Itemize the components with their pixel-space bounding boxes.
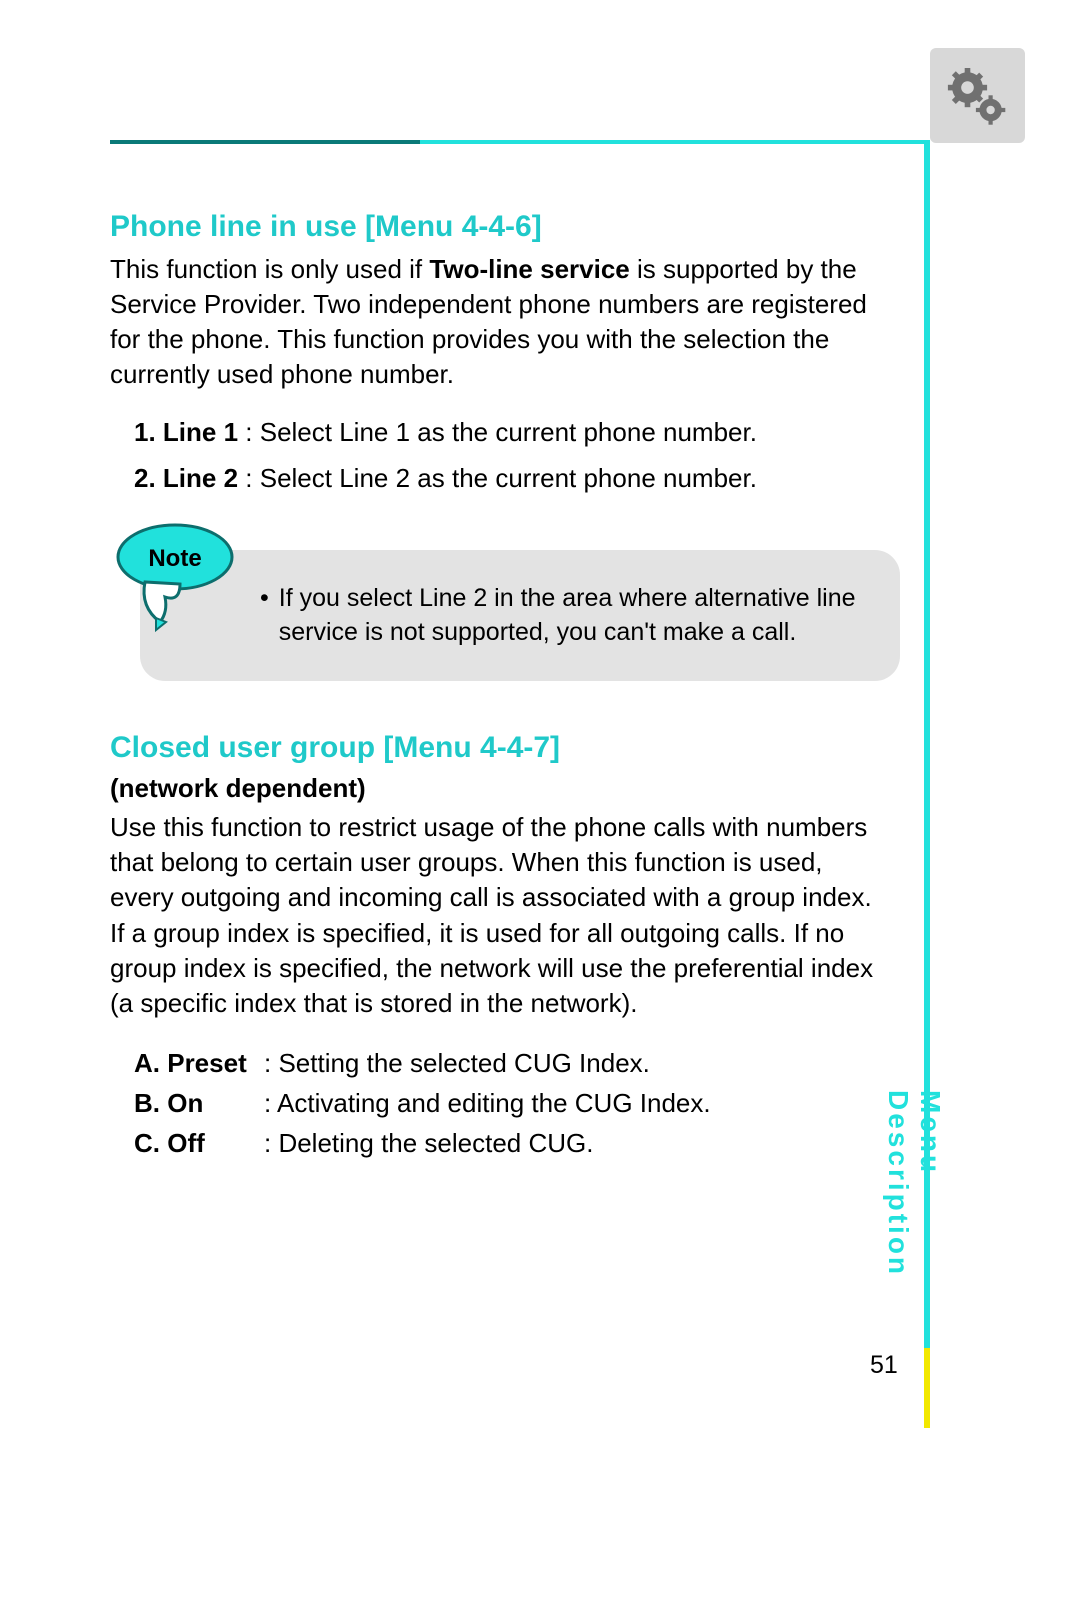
section2-option-a: A. Preset : Setting the selected CUG Ind… <box>110 1043 890 1083</box>
side-label-text: Menu Description <box>882 1090 946 1277</box>
section2-paragraph: Use this function to restrict usage of t… <box>110 810 890 1021</box>
section1-item-2-desc: : Select Line 2 as the current phone num… <box>238 463 757 493</box>
option-b-desc: : Activating and editing the CUG Index. <box>264 1083 711 1123</box>
section1-item-1: 1. Line 1 : Select Line 1 as the current… <box>110 414 890 452</box>
side-bar-yellow <box>924 1348 930 1428</box>
option-b-label: B. On <box>134 1083 264 1123</box>
content-area: Phone line in use [Menu 4-4-6] This func… <box>110 210 890 1164</box>
section1-heading: Phone line in use [Menu 4-4-6] <box>110 210 890 244</box>
section2-subheading: (network dependent) <box>110 773 890 804</box>
section1-item-2-label: Line 2 <box>163 463 238 493</box>
section1-paragraph: This function is only used if Two-line s… <box>110 252 890 392</box>
section2-option-c: C. Off : Deleting the selected CUG. <box>110 1123 890 1163</box>
note-bullet: • <box>260 582 269 650</box>
option-c-desc: : Deleting the selected CUG. <box>264 1123 594 1163</box>
section1-item-1-num: 1. <box>134 417 156 447</box>
section1-para-pre: This function is only used if <box>110 254 429 284</box>
note-callout: Note • If you select Line 2 in the area … <box>110 550 890 682</box>
note-bubble-icon: Note <box>110 522 250 637</box>
section1-para-bold: Two-line service <box>429 254 629 284</box>
section1-item-2-num: 2. <box>134 463 156 493</box>
note-text: If you select Line 2 in the area where a… <box>279 582 870 650</box>
section1-item-1-label: Line 1 <box>163 417 238 447</box>
gears-icon-box <box>930 48 1025 143</box>
header-rule-dark <box>110 140 420 144</box>
option-c-label: C. Off <box>134 1123 264 1163</box>
header-rule-light <box>420 140 930 144</box>
section1-item-2: 2. Line 2 : Select Line 2 as the current… <box>110 460 890 498</box>
option-a-label: A. Preset <box>134 1043 264 1083</box>
note-box: • If you select Line 2 in the area where… <box>140 550 900 682</box>
note-label: Note <box>148 545 201 572</box>
option-a-desc: : Setting the selected CUG Index. <box>264 1043 650 1083</box>
section2-option-b: B. On : Activating and editing the CUG I… <box>110 1083 890 1123</box>
section1-item-1-desc: : Select Line 1 as the current phone num… <box>238 417 757 447</box>
note-item: • If you select Line 2 in the area where… <box>260 582 870 650</box>
header-rule <box>110 140 930 144</box>
section2-heading: Closed user group [Menu 4-4-7] <box>110 731 890 765</box>
page-number: 51 <box>870 1351 898 1380</box>
gears-icon <box>943 61 1013 131</box>
